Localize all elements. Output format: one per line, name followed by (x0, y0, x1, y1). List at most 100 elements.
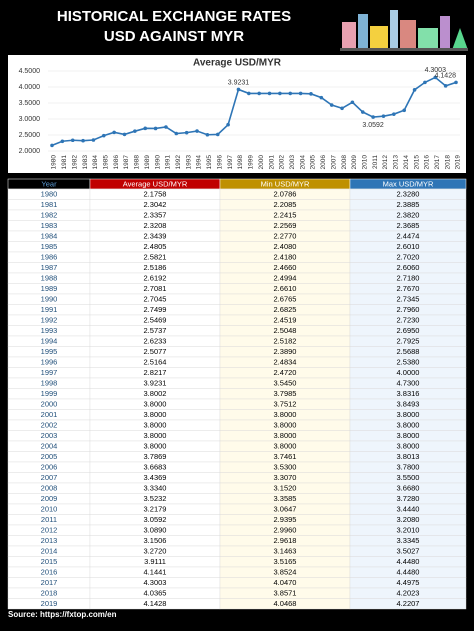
point (143, 126, 148, 131)
point (226, 122, 230, 127)
cell-text: 3.8000 (274, 442, 297, 451)
chart-panel (8, 55, 466, 173)
cell-text: 1983 (41, 221, 58, 230)
x-tick-label: 1985 (103, 155, 110, 170)
cell-text: 2.4834 (274, 358, 297, 367)
x-tick-label: 2003 (289, 155, 296, 170)
cell-text: 3.8000 (144, 421, 167, 430)
header-text: Year (41, 179, 57, 188)
cell-text: 4.4480 (397, 568, 420, 577)
cell-text: 3.7512 (274, 400, 297, 409)
cell-text: 2.3890 (274, 347, 297, 356)
point (122, 132, 127, 137)
cell-text: 2.5048 (274, 326, 297, 335)
cell-text: 3.9111 (144, 557, 166, 566)
cell-text: 2003 (41, 431, 58, 440)
cell-text: 2019 (41, 599, 58, 608)
header-text: Max USD/MYR (383, 179, 434, 188)
cell-text: 1993 (41, 326, 58, 335)
cell-text: 1998 (41, 379, 58, 388)
x-tick-label: 1982 (71, 155, 78, 170)
cell-text: 2.5380 (397, 358, 420, 367)
cell-text: 3.8000 (274, 431, 297, 440)
x-tick-label: 2019 (455, 155, 462, 170)
point (153, 126, 158, 131)
cell-text: 2012 (41, 526, 58, 535)
point (236, 87, 241, 92)
header-text: Min USD/MYR (261, 179, 310, 188)
x-tick-label: 1991 (165, 155, 172, 170)
cell-text: 3.0890 (144, 526, 167, 535)
x-tick-label: 1990 (154, 155, 161, 170)
cell-text: 2.7045 (144, 295, 167, 304)
cell-text: 2.4660 (274, 263, 297, 272)
cell-text: 2.4994 (274, 274, 297, 283)
cell-text: 2.3885 (397, 200, 420, 209)
cell-text: 3.5450 (274, 379, 297, 388)
cell-text: 3.4440 (397, 505, 420, 514)
point (60, 139, 65, 144)
cell-text: 2.3685 (397, 221, 420, 230)
city-icon (340, 10, 468, 51)
cell-text: 2.2770 (274, 232, 297, 241)
cell-text: 4.1428 (144, 599, 167, 608)
cell-text: 3.8013 (397, 452, 420, 461)
cell-text: 2.6192 (144, 274, 167, 283)
y-tick-label: 3.5000 (19, 100, 41, 107)
point (133, 129, 137, 133)
cell-text: 2.6060 (397, 263, 420, 272)
cell-text: 2.3820 (397, 211, 420, 220)
cell-text: 2.9960 (274, 526, 297, 535)
cell-text: 2014 (41, 547, 58, 556)
point (70, 138, 75, 143)
x-tick-label: 1997 (227, 155, 234, 170)
cell-text: 2.6825 (274, 305, 297, 314)
cell-text: 2.5182 (274, 337, 297, 346)
cell-text: 2013 (41, 536, 58, 545)
x-tick-label: 1998 (237, 155, 244, 170)
cell-text: 1996 (41, 358, 58, 367)
point (360, 110, 365, 114)
point (412, 88, 417, 92)
point (381, 114, 386, 118)
x-tick-label: 2014 (403, 155, 410, 170)
cell-text: 2.4474 (397, 232, 420, 241)
cell-text: 3.1506 (144, 536, 167, 545)
x-tick-label: 2005 (310, 155, 317, 170)
cell-text: 2.5737 (144, 326, 167, 335)
x-tick-label: 2009 (351, 155, 358, 170)
x-tick-label: 1983 (82, 155, 89, 170)
cell-text: 3.8000 (274, 421, 297, 430)
x-tick-label: 1988 (134, 155, 141, 170)
cell-text: 2.2085 (274, 200, 297, 209)
cell-text: 2.3208 (144, 221, 167, 230)
point (454, 80, 458, 85)
cell-text: 2000 (41, 400, 58, 409)
cell-text: 2.9395 (274, 515, 297, 524)
cell-text: 3.9231 (144, 379, 167, 388)
cell-text: 3.8000 (397, 421, 420, 430)
cell-text: 3.8002 (144, 389, 167, 398)
x-tick-label: 2018 (444, 155, 451, 170)
cell-text: 2.7499 (144, 305, 167, 314)
cell-text: 3.8000 (397, 431, 420, 440)
cell-text: 2004 (41, 442, 58, 451)
point (247, 91, 251, 96)
cell-text: 1995 (41, 347, 58, 356)
point (267, 91, 272, 96)
x-tick-label: 1992 (175, 155, 182, 170)
cell-text: 2.6765 (274, 295, 297, 304)
cell-text: 1994 (41, 337, 58, 346)
cell-text: 2.5821 (144, 253, 167, 262)
cell-text: 2001 (41, 410, 58, 419)
cell-text: 3.5300 (274, 463, 297, 472)
cell-text: 1988 (41, 274, 58, 283)
cell-text: 3.5500 (397, 473, 420, 482)
cell-text: 2016 (41, 568, 58, 577)
cell-text: 3.7869 (144, 452, 167, 461)
point (91, 138, 96, 142)
cell-text: 2.4720 (274, 368, 297, 377)
point (298, 91, 303, 96)
point (288, 91, 293, 96)
